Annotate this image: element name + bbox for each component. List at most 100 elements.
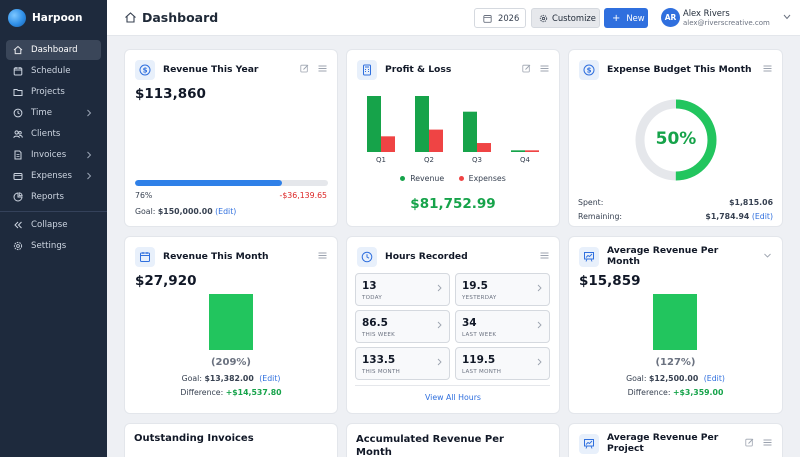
- avatar[interactable]: AR: [661, 8, 680, 27]
- sidebar-item-expenses[interactable]: Expenses: [6, 166, 101, 186]
- harpoon-logo-icon: [8, 9, 26, 27]
- hours-this-week[interactable]: 86.5 THIS WEEK: [355, 310, 450, 343]
- edit-icon[interactable]: [745, 438, 754, 447]
- menu-icon[interactable]: [540, 64, 549, 73]
- card-actions: [522, 64, 549, 73]
- sidebar-item-clients[interactable]: Clients: [6, 124, 101, 144]
- sidebar-item-label: Clients: [31, 129, 61, 139]
- year-selector[interactable]: 2026: [474, 8, 526, 28]
- sidebar-item-dashboard[interactable]: Dashboard: [6, 40, 101, 60]
- menu-icon[interactable]: [318, 251, 327, 260]
- year-label: 2026: [498, 13, 520, 23]
- customize-button[interactable]: Customize: [531, 8, 600, 28]
- budget-percent: 50%: [655, 129, 697, 149]
- card-accumulated-revenue: Accumulated Revenue Per Month: [347, 424, 559, 457]
- home-icon: [125, 12, 136, 23]
- card-expense-budget: $ Expense Budget This Month 50% Spent: $…: [569, 50, 782, 226]
- difference-row: Difference: +$14,537.80: [125, 388, 337, 397]
- chevron-right-icon: [87, 151, 92, 159]
- edit-goal-link[interactable]: (Edit): [215, 207, 237, 216]
- legend-dot-revenue: [400, 176, 406, 181]
- card-actions: [763, 251, 772, 260]
- card-title: Outstanding Invoices: [134, 433, 254, 444]
- menu-icon[interactable]: [763, 64, 772, 73]
- hours-yesterday[interactable]: 19.5 YESTERDAY: [455, 273, 550, 306]
- calendar-icon: [13, 66, 23, 76]
- card-title-line1: Accumulated Revenue Per: [356, 434, 504, 445]
- card-title: Expense Budget This Month: [607, 64, 752, 75]
- double-chevron-left-icon: [13, 220, 23, 230]
- goal-row: Goal: $13,382.00 (Edit): [125, 374, 337, 383]
- calculator-icon: [357, 60, 377, 80]
- edit-icon[interactable]: [300, 64, 309, 73]
- user-email: alex@riverscreative.com: [683, 19, 770, 27]
- goal-label: Goal:: [626, 374, 647, 383]
- x-tick-label: Q2: [424, 156, 434, 164]
- hours-today[interactable]: 13 TODAY: [355, 273, 450, 306]
- chevron-down-icon[interactable]: [783, 14, 791, 20]
- presentation-chart-icon: [579, 247, 599, 267]
- goal-row: Goal: $12,500.00 (Edit): [569, 374, 782, 383]
- new-button[interactable]: + New: [604, 8, 648, 28]
- calendar-icon: [483, 14, 492, 23]
- edit-icon[interactable]: [522, 64, 531, 73]
- new-label: New: [626, 13, 645, 23]
- bar-revenue-q1: [367, 96, 381, 152]
- menu-icon[interactable]: [318, 64, 327, 73]
- legend-expenses: Expenses: [458, 174, 506, 183]
- svg-text:$: $: [587, 67, 592, 75]
- page-title: Dashboard: [142, 10, 219, 25]
- card-title-line2: Month: [607, 256, 640, 267]
- sidebar-nav: Dashboard Schedule Projects Time Clients…: [0, 40, 107, 256]
- hours-divider: [355, 385, 550, 386]
- card-title: Average Revenue Per Project: [607, 432, 718, 454]
- sidebar-item-schedule[interactable]: Schedule: [6, 61, 101, 81]
- view-all-hours-link[interactable]: View All Hours: [425, 393, 481, 402]
- progress-percent: 76%: [135, 191, 153, 200]
- card-title: Profit & Loss: [385, 64, 452, 75]
- card-outstanding-invoices: Outstanding Invoices: [125, 424, 337, 457]
- topbar: Dashboard 2026 Customize + New AR Alex R…: [107, 0, 800, 36]
- hours-value: 119.5: [462, 354, 496, 366]
- difference-value: +$14,537.80: [225, 388, 282, 397]
- sidebar-item-reports[interactable]: Reports: [6, 187, 101, 207]
- menu-icon[interactable]: [540, 251, 549, 260]
- hours-value: 13: [362, 280, 377, 292]
- revenue-difference: -$36,139.65: [279, 191, 327, 200]
- x-tick-label: Q1: [376, 156, 386, 164]
- dollar-icon: $: [135, 60, 155, 80]
- card-title-line1: Average Revenue Per: [607, 432, 719, 443]
- sidebar-item-settings[interactable]: Settings: [6, 236, 101, 256]
- brand[interactable]: Harpoon: [0, 0, 107, 36]
- edit-goal-link[interactable]: (Edit): [259, 374, 281, 383]
- profit-loss-chart: Q1 Q2 Q3 Q4: [367, 96, 539, 164]
- hours-label: LAST WEEK: [462, 332, 497, 338]
- hours-value: 86.5: [362, 317, 388, 329]
- hours-last-month[interactable]: 119.5 LAST MONTH: [455, 347, 550, 380]
- sidebar-item-time[interactable]: Time: [6, 103, 101, 123]
- revenue-month-bar: [209, 294, 253, 350]
- budget-donut: [635, 99, 717, 181]
- card-title-line2: Month: [356, 447, 392, 457]
- wallet-icon: [13, 171, 23, 181]
- brand-name: Harpoon: [32, 12, 83, 24]
- revenue-month-value: $27,920: [135, 273, 197, 289]
- card-title-line1: Average Revenue Per: [607, 245, 719, 256]
- menu-icon[interactable]: [763, 438, 772, 447]
- edit-goal-link[interactable]: (Edit): [703, 374, 725, 383]
- hours-this-month[interactable]: 133.5 THIS MONTH: [355, 347, 450, 380]
- card-actions: [540, 251, 549, 260]
- sidebar-collapse-button[interactable]: Collapse: [6, 215, 101, 235]
- calendar-icon: [135, 247, 155, 267]
- chevron-down-icon[interactable]: [763, 251, 772, 260]
- sidebar-item-invoices[interactable]: Invoices: [6, 145, 101, 165]
- sidebar-divider: [0, 211, 107, 212]
- sidebar-item-projects[interactable]: Projects: [6, 82, 101, 102]
- chevron-right-icon: [437, 284, 442, 292]
- user-name[interactable]: Alex Rivers: [683, 8, 730, 18]
- edit-budget-link[interactable]: (Edit): [751, 212, 773, 221]
- progress-fill: [135, 180, 282, 186]
- x-tick-label: Q3: [472, 156, 482, 164]
- hours-last-week[interactable]: 34 LAST WEEK: [455, 310, 550, 343]
- hours-value: 34: [462, 317, 477, 329]
